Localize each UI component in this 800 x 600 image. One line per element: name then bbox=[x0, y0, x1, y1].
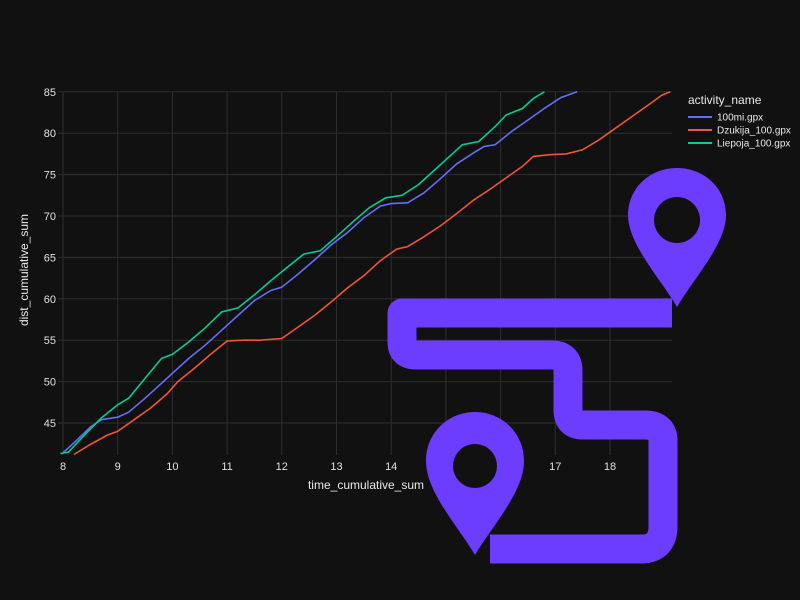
legend-item[interactable]: 100mi.gpx bbox=[688, 113, 763, 124]
y-tick-label: 55 bbox=[44, 335, 56, 347]
x-tick-label: 18 bbox=[604, 461, 616, 473]
legend-item[interactable]: Liepoja_100.gpx bbox=[688, 139, 790, 150]
x-tick-label: 14 bbox=[385, 461, 397, 473]
legend-title: activity_name bbox=[688, 93, 762, 107]
legend-items: 100mi.gpx Dzukija_100.gpx Liepoja_100.gpx bbox=[688, 113, 791, 150]
y-axis-title: dist_cumulative_sum bbox=[17, 214, 31, 326]
map-pin-icon bbox=[628, 168, 726, 307]
x-tick-label: 9 bbox=[115, 461, 121, 473]
x-axis-title: time_cumulative_sum bbox=[308, 478, 424, 492]
y-ticks: 45 50 55 60 65 70 75 80 85 bbox=[44, 87, 56, 430]
legend[interactable]: activity_name 100mi.gpx Dzukija_100.gpx Li… bbox=[688, 93, 791, 150]
legend-label: Liepoja_100.gpx bbox=[717, 139, 790, 150]
x-tick-label: 10 bbox=[166, 461, 178, 473]
y-tick-label: 50 bbox=[44, 377, 56, 389]
legend-label: 100mi.gpx bbox=[717, 113, 763, 124]
y-tick-label: 70 bbox=[44, 211, 56, 223]
legend-item[interactable]: Dzukija_100.gpx bbox=[688, 126, 791, 137]
y-tick-label: 45 bbox=[44, 418, 56, 430]
y-tick-label: 85 bbox=[44, 87, 56, 99]
x-tick-label: 8 bbox=[60, 461, 66, 473]
x-tick-label: 11 bbox=[221, 461, 232, 473]
route-path bbox=[387, 298, 678, 564]
route-map-pin-icon bbox=[387, 168, 726, 564]
y-tick-label: 80 bbox=[44, 128, 56, 140]
x-ticks: 89101112131415161718 bbox=[60, 461, 616, 473]
series-line-dzukija-100-gpx bbox=[73, 91, 671, 456]
x-tick-label: 17 bbox=[549, 461, 561, 473]
legend-label: Dzukija_100.gpx bbox=[717, 126, 791, 137]
series-line-100mi-gpx bbox=[62, 91, 578, 454]
x-tick-label: 13 bbox=[330, 461, 342, 473]
map-pin-icon bbox=[426, 412, 524, 555]
x-tick-label: 12 bbox=[276, 461, 288, 473]
y-tick-label: 75 bbox=[44, 170, 56, 182]
series-layer bbox=[60, 91, 671, 456]
y-tick-label: 65 bbox=[44, 252, 56, 264]
series-line-liepoja-100-gpx bbox=[60, 91, 545, 455]
y-tick-label: 60 bbox=[44, 294, 56, 306]
